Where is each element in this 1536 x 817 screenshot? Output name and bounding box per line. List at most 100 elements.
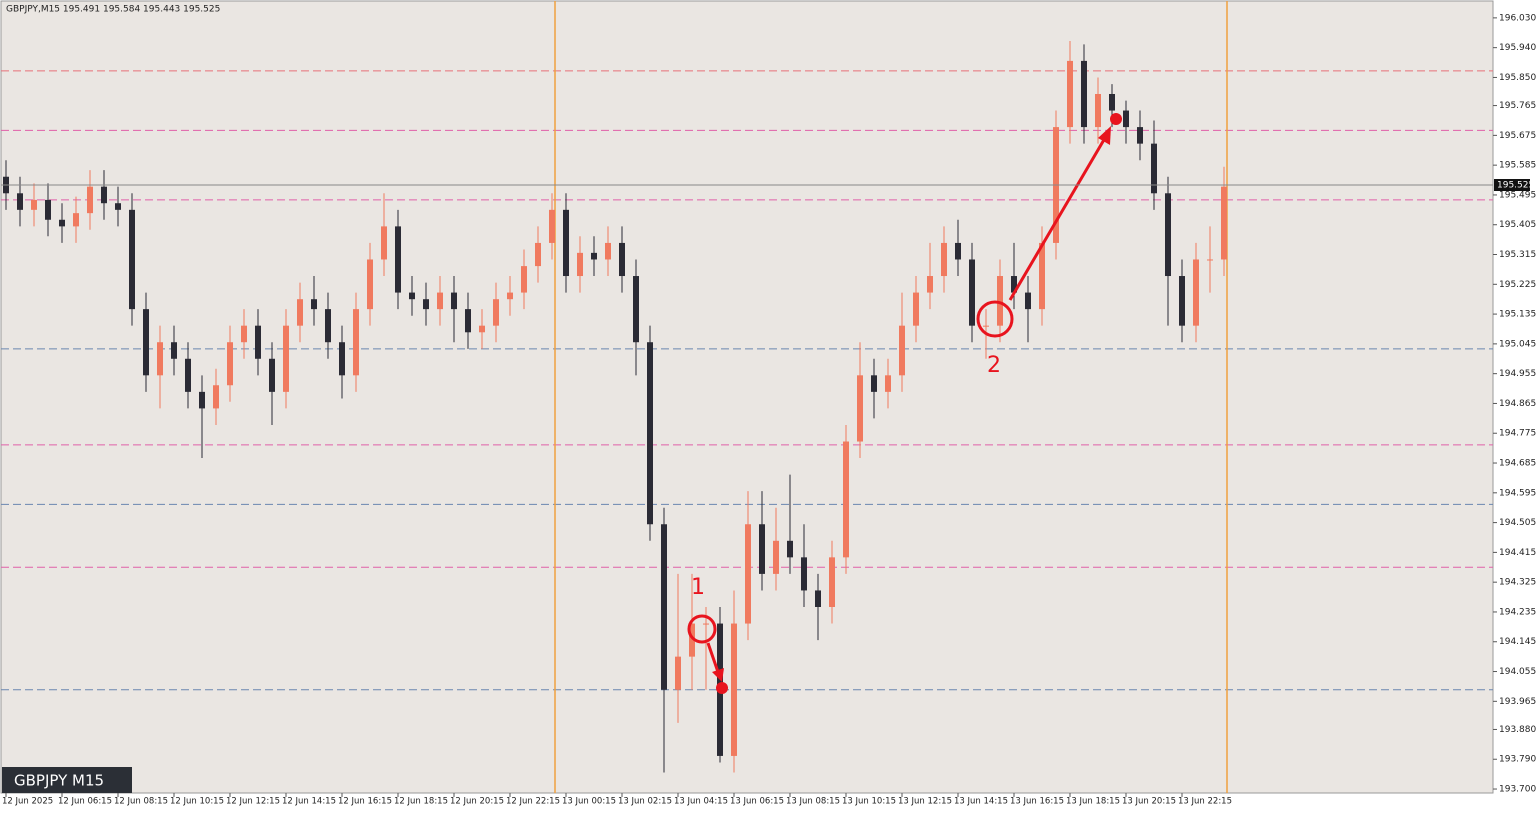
x-tick-label: 12 Jun 16:15 [338,797,392,807]
x-tick-label: 13 Jun 12:15 [898,797,952,807]
candle-body [927,276,933,293]
candle-body [1151,143,1157,194]
annotation: 2 [987,353,1001,378]
y-tick-label: 195.850 [1499,73,1536,83]
candle-body [675,656,681,690]
candle-body [1011,276,1017,293]
candle-body [101,186,107,204]
candle-body [409,292,415,300]
candle-body [647,342,653,525]
candle-body [1221,186,1227,260]
candle-body [493,299,499,326]
candle-body [1039,242,1045,310]
arrow-head [712,668,724,682]
candle-body [843,441,849,558]
candle-body [241,325,247,343]
chart-title: GBPJPY,M15 195.491 195.584 195.443 195.5… [6,5,220,15]
candle-body [395,226,401,293]
candle-body [87,186,93,214]
y-tick-label: 195.135 [1499,310,1536,320]
y-tick-label: 195.045 [1499,339,1536,349]
candle-body [283,325,289,392]
candle-body [703,623,709,625]
candle-body [633,276,639,343]
annotation: 1 [691,575,705,600]
y-tick-label: 193.965 [1499,697,1536,707]
candle-body [73,213,79,227]
candle-body [1179,276,1185,326]
candle-body [115,203,121,210]
candle-body [199,391,205,409]
candle-body [619,242,625,277]
y-tick-label: 195.495 [1499,190,1536,200]
candle-body [535,242,541,267]
y-tick-label: 194.595 [1499,488,1536,498]
x-tick-label: 13 Jun 10:15 [842,797,896,807]
candle-body [129,209,135,310]
y-tick-label: 193.700 [1499,785,1536,795]
x-tick-label: 12 Jun 18:15 [394,797,448,807]
candle-body [227,342,233,386]
x-tick-label: 13 Jun 04:15 [674,797,728,807]
x-tick-label: 12 Jun 22:15 [506,797,560,807]
y-tick-label: 194.955 [1499,369,1536,379]
x-tick-label: 13 Jun 06:15 [730,797,784,807]
candle-body [1165,193,1171,277]
candle-body [213,385,219,409]
candle-body [479,325,485,333]
candle-body [325,309,331,343]
candle-body [59,219,65,227]
candle-body [45,199,51,220]
candle-body [381,226,387,260]
candle-body [1123,110,1129,128]
candle-body [521,266,527,293]
candle-body [731,623,737,756]
x-tick-label: 12 Jun 08:15 [114,797,168,807]
y-tick-label: 194.415 [1499,548,1536,558]
x-tick-label: 12 Jun 2025 [2,797,53,807]
candle-body [759,524,765,574]
candle-body [829,557,835,607]
symbol-label: GBPJPY M15 [14,772,104,790]
candle-body [31,199,37,210]
candle-body [857,375,863,442]
candle-body [871,375,877,392]
candle-body [507,292,513,300]
x-tick-label: 12 Jun 12:15 [226,797,280,807]
candle-body [815,590,821,607]
x-tick-label: 13 Jun 02:15 [618,797,672,807]
candle-body [801,557,807,591]
x-tick-label: 12 Jun 14:15 [282,797,336,807]
candle-body [1207,259,1213,261]
arrow [1008,137,1107,301]
candle-body [255,325,261,359]
candle-body [1109,93,1115,111]
y-tick-label: 194.865 [1499,399,1536,409]
x-tick-label: 12 Jun 20:15 [450,797,504,807]
arrow [706,642,720,673]
y-tick-label: 194.685 [1499,459,1536,469]
x-tick-label: 13 Jun 16:15 [1010,797,1064,807]
x-tick-label: 13 Jun 00:15 [562,797,616,807]
candle-body [171,342,177,359]
marker-circle [976,300,1014,338]
plot-area [0,0,1494,794]
y-tick-label: 195.940 [1499,43,1536,53]
candle-body [689,623,695,657]
y-tick-label: 195.225 [1499,280,1536,290]
candle-body [605,242,611,260]
candle-body [339,342,345,376]
candle-body [143,309,149,376]
candle-body [591,252,597,260]
candle-body [577,252,583,277]
candle-body [661,524,667,690]
arrow-head [1098,126,1111,145]
x-tick-label: 12 Jun 06:15 [58,797,112,807]
last-price-label: 195.525 [1497,181,1534,191]
candle-body [941,242,947,277]
candle-body [185,358,191,392]
candle-body [353,309,359,376]
candle-body [367,259,373,310]
candle-body [17,193,23,210]
candle-body [997,276,1003,326]
